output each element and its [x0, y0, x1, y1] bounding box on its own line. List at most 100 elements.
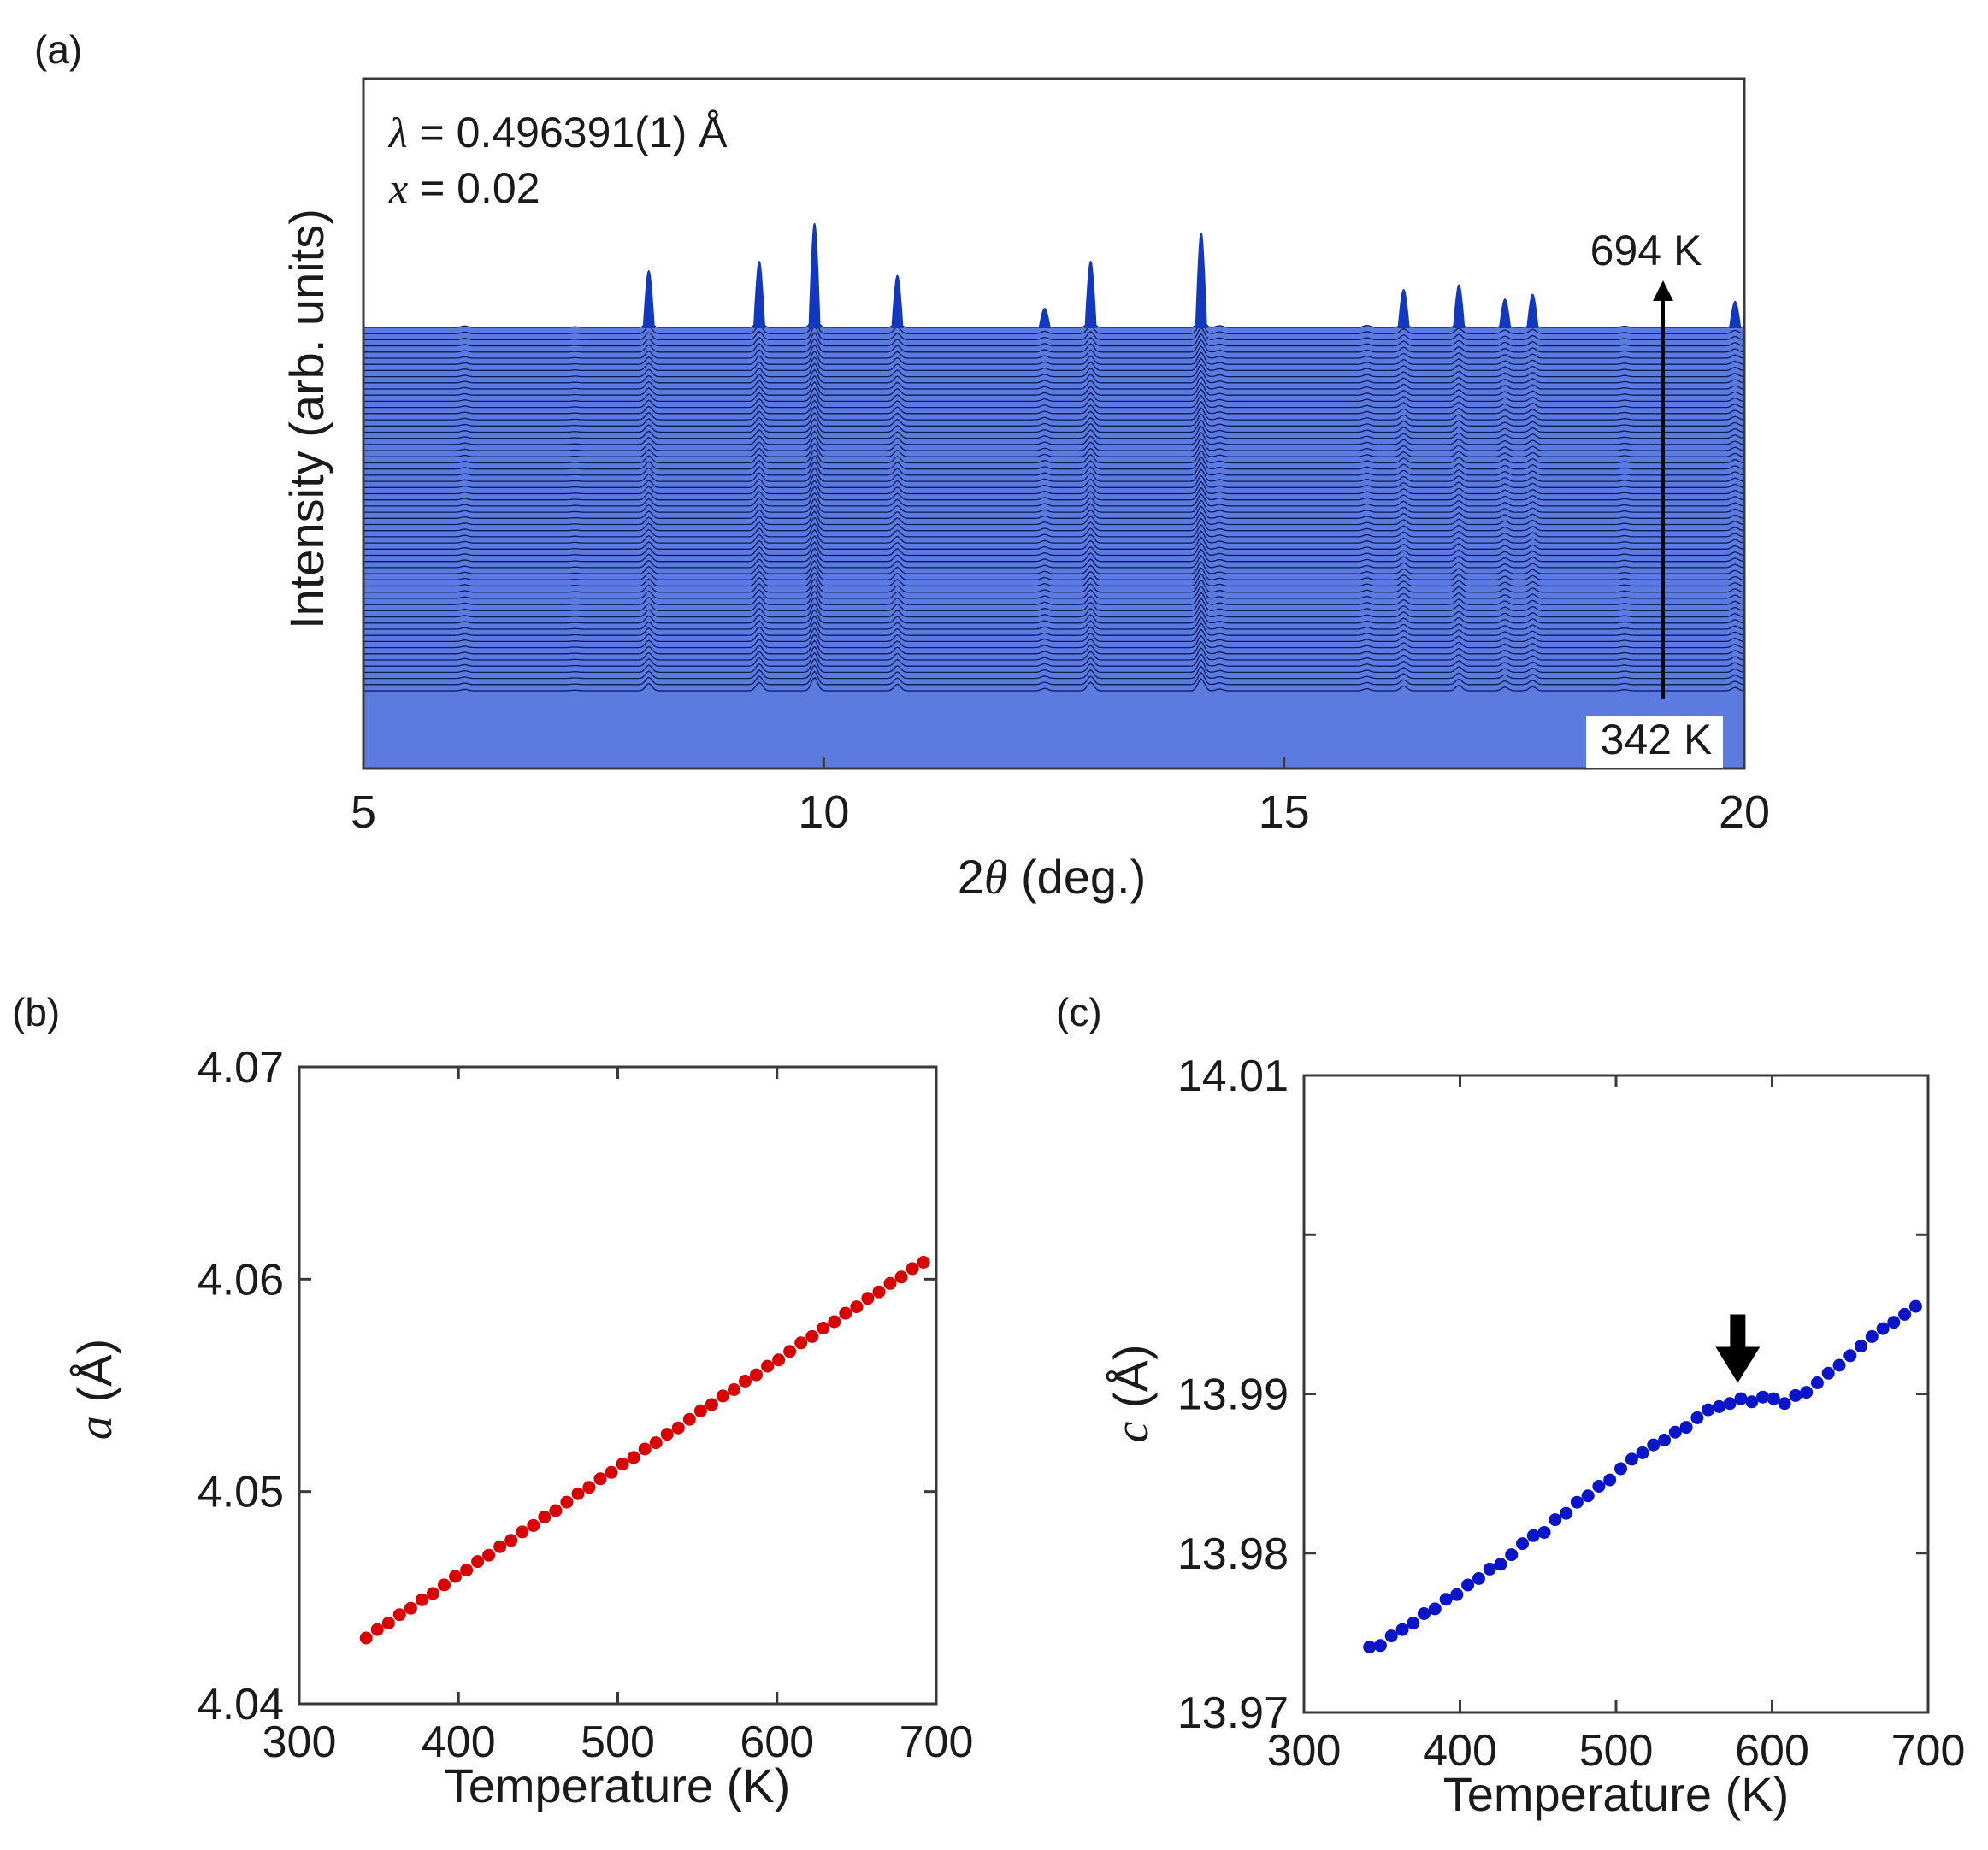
data-point: [1483, 1562, 1496, 1576]
data-point: [805, 1329, 819, 1343]
data-point: [894, 1270, 908, 1284]
diffraction-peak: [642, 269, 655, 328]
diffraction-peak: [1498, 298, 1512, 328]
x-tick-label: 10: [798, 787, 849, 838]
data-point: [560, 1495, 574, 1509]
data-point: [1494, 1558, 1507, 1571]
data-point: [1647, 1438, 1661, 1452]
data-point: [1690, 1411, 1704, 1424]
panel-label-b: (b): [12, 990, 60, 1034]
data-point: [1855, 1340, 1867, 1353]
data-point: [705, 1398, 718, 1411]
data-point: [1668, 1425, 1682, 1439]
diffraction-peak: [1453, 284, 1466, 328]
data-point: [426, 1587, 439, 1600]
data-point: [359, 1631, 373, 1645]
diffraction-peak: [752, 260, 766, 328]
data-point: [370, 1623, 384, 1636]
composition-annotation: x = 0.02: [388, 164, 540, 212]
data-point: [1418, 1607, 1431, 1620]
diffraction-peak: [1038, 307, 1051, 328]
data-point: [716, 1389, 729, 1403]
data-point: [415, 1593, 428, 1606]
data-point: [761, 1359, 775, 1373]
y-tick-label: 4.06: [198, 1255, 284, 1305]
x-tick-label: 700: [1891, 1726, 1966, 1776]
diffraction-traces: [363, 313, 1744, 769]
data-point: [861, 1292, 875, 1305]
data-point: [1887, 1316, 1901, 1329]
data-point: [504, 1534, 518, 1547]
diffraction-peak: [808, 222, 821, 328]
data-point: [527, 1518, 540, 1532]
panel-c-x-axis-label: Temperature (K): [1443, 1767, 1790, 1821]
data-point: [1832, 1358, 1846, 1372]
data-point: [794, 1336, 808, 1350]
data-point: [783, 1345, 797, 1358]
data-point: [1395, 1623, 1409, 1636]
panel-c-frame: [1302, 1074, 1930, 1714]
data-point: [750, 1368, 763, 1382]
y-tick-label: 14.01: [1177, 1052, 1289, 1101]
label-bg-low: [1586, 716, 1723, 768]
y-tick-label: 4.07: [198, 1043, 284, 1093]
data-point: [1636, 1446, 1649, 1459]
data-point: [1876, 1322, 1890, 1335]
data-point: [1537, 1526, 1551, 1539]
diffraction-plot-area: [363, 222, 1744, 769]
data-point: [728, 1383, 740, 1396]
data-point: [571, 1487, 585, 1500]
data-point: [739, 1375, 752, 1388]
data-point: [682, 1412, 696, 1426]
data-point: [1549, 1513, 1562, 1527]
data-point: [839, 1306, 852, 1320]
data-point: [1810, 1376, 1824, 1389]
data-point: [1516, 1537, 1529, 1551]
x-tick-label: 400: [1423, 1726, 1497, 1776]
data-point: [392, 1608, 406, 1622]
diffraction-peak: [1526, 293, 1539, 328]
y-tick-label: 4.05: [198, 1468, 284, 1517]
panel-c-ticks: 300 400 500 600 700 13.97 13.98 13.99 14.01: [1177, 1052, 1966, 1776]
y-tick-label: 4.04: [198, 1680, 284, 1729]
data-point: [1756, 1390, 1770, 1404]
data-point: [883, 1276, 897, 1290]
data-point: [1865, 1329, 1879, 1343]
diffraction-trace: [363, 676, 1744, 769]
data-point: [1505, 1548, 1519, 1562]
data-point: [482, 1548, 496, 1562]
data-point: [638, 1442, 652, 1456]
x-tick-label: 20: [1719, 787, 1770, 838]
x-tick-label: 500: [1579, 1726, 1654, 1776]
data-point: [605, 1465, 618, 1479]
x-tick-label: 300: [263, 1717, 337, 1767]
data-point: [1603, 1473, 1617, 1487]
panel-label-a: (a): [34, 27, 82, 72]
data-point: [1363, 1641, 1377, 1654]
data-point: [1472, 1572, 1485, 1585]
data-point: [460, 1564, 474, 1577]
x-tick-label: 600: [740, 1717, 814, 1767]
data-point: [471, 1555, 485, 1569]
data-point: [649, 1436, 663, 1450]
transition-arrow: [1715, 1314, 1761, 1383]
data-point: [616, 1457, 629, 1470]
panel-b-y-axis-label: a (Å): [68, 1339, 122, 1440]
data-point: [850, 1300, 864, 1314]
data-point: [906, 1262, 919, 1276]
panel-c: (c) 300 400 500 600 70013.9713.9813.9914.01 …: [1056, 990, 1965, 1821]
data-point: [1713, 1399, 1725, 1413]
panel-a-frame: [362, 77, 1746, 770]
data-point: [1614, 1462, 1627, 1476]
panel-c-series-c: [1363, 1299, 1922, 1654]
temperature-label-high: 694 K: [1590, 227, 1702, 274]
data-point: [1898, 1307, 1912, 1321]
data-point: [817, 1322, 830, 1334]
wavelength-annotation: λ = 0.496391(1) Å: [387, 109, 728, 156]
data-point: [917, 1256, 930, 1269]
data-point: [828, 1315, 841, 1329]
data-point: [1908, 1299, 1922, 1313]
data-point: [1560, 1506, 1573, 1520]
x-tick-label: 600: [1735, 1726, 1809, 1776]
